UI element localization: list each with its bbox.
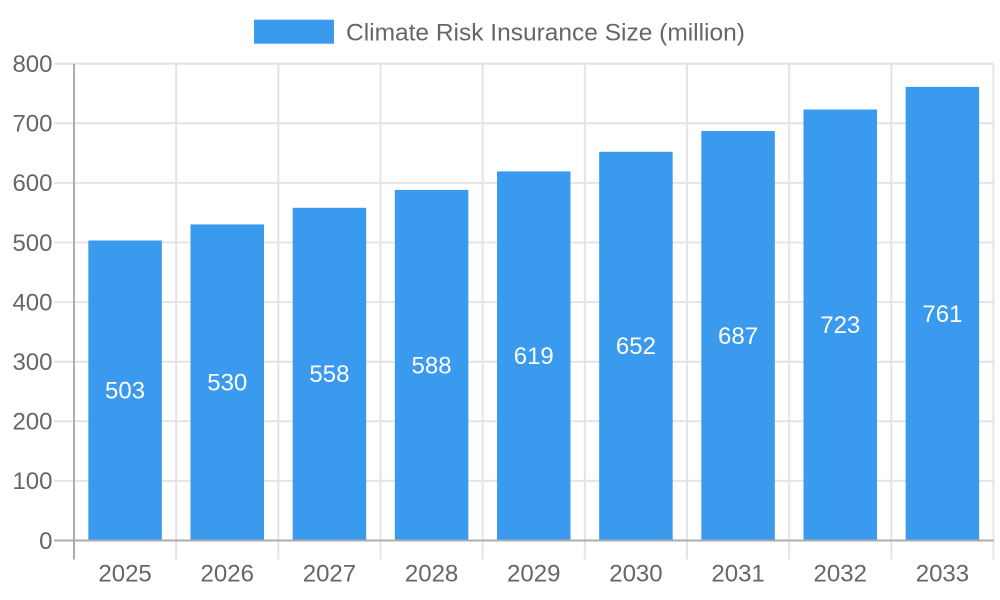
svg-text:700: 700	[12, 111, 52, 138]
svg-text:500: 500	[12, 230, 52, 257]
svg-text:2028: 2028	[405, 561, 458, 588]
svg-text:2030: 2030	[609, 561, 662, 588]
svg-text:2029: 2029	[507, 561, 560, 588]
svg-text:0: 0	[39, 528, 52, 555]
svg-text:723: 723	[820, 312, 860, 339]
svg-text:761: 761	[922, 301, 962, 328]
svg-text:530: 530	[207, 370, 247, 397]
svg-text:2026: 2026	[201, 561, 254, 588]
svg-text:687: 687	[718, 323, 758, 350]
svg-text:200: 200	[12, 409, 52, 436]
svg-text:100: 100	[12, 468, 52, 495]
svg-text:2033: 2033	[916, 561, 969, 588]
svg-text:Climate Risk Insurance Size (m: Climate Risk Insurance Size (million)	[346, 19, 745, 46]
svg-text:300: 300	[12, 349, 52, 376]
svg-text:2032: 2032	[814, 561, 867, 588]
svg-text:2027: 2027	[303, 561, 356, 588]
svg-text:400: 400	[12, 289, 52, 316]
svg-text:619: 619	[514, 343, 554, 370]
svg-text:503: 503	[105, 378, 145, 405]
svg-text:600: 600	[12, 170, 52, 197]
svg-text:652: 652	[616, 333, 656, 360]
svg-text:2025: 2025	[98, 561, 151, 588]
svg-text:558: 558	[309, 361, 349, 388]
svg-text:588: 588	[412, 352, 452, 379]
svg-text:2031: 2031	[711, 561, 764, 588]
svg-text:800: 800	[12, 51, 52, 78]
